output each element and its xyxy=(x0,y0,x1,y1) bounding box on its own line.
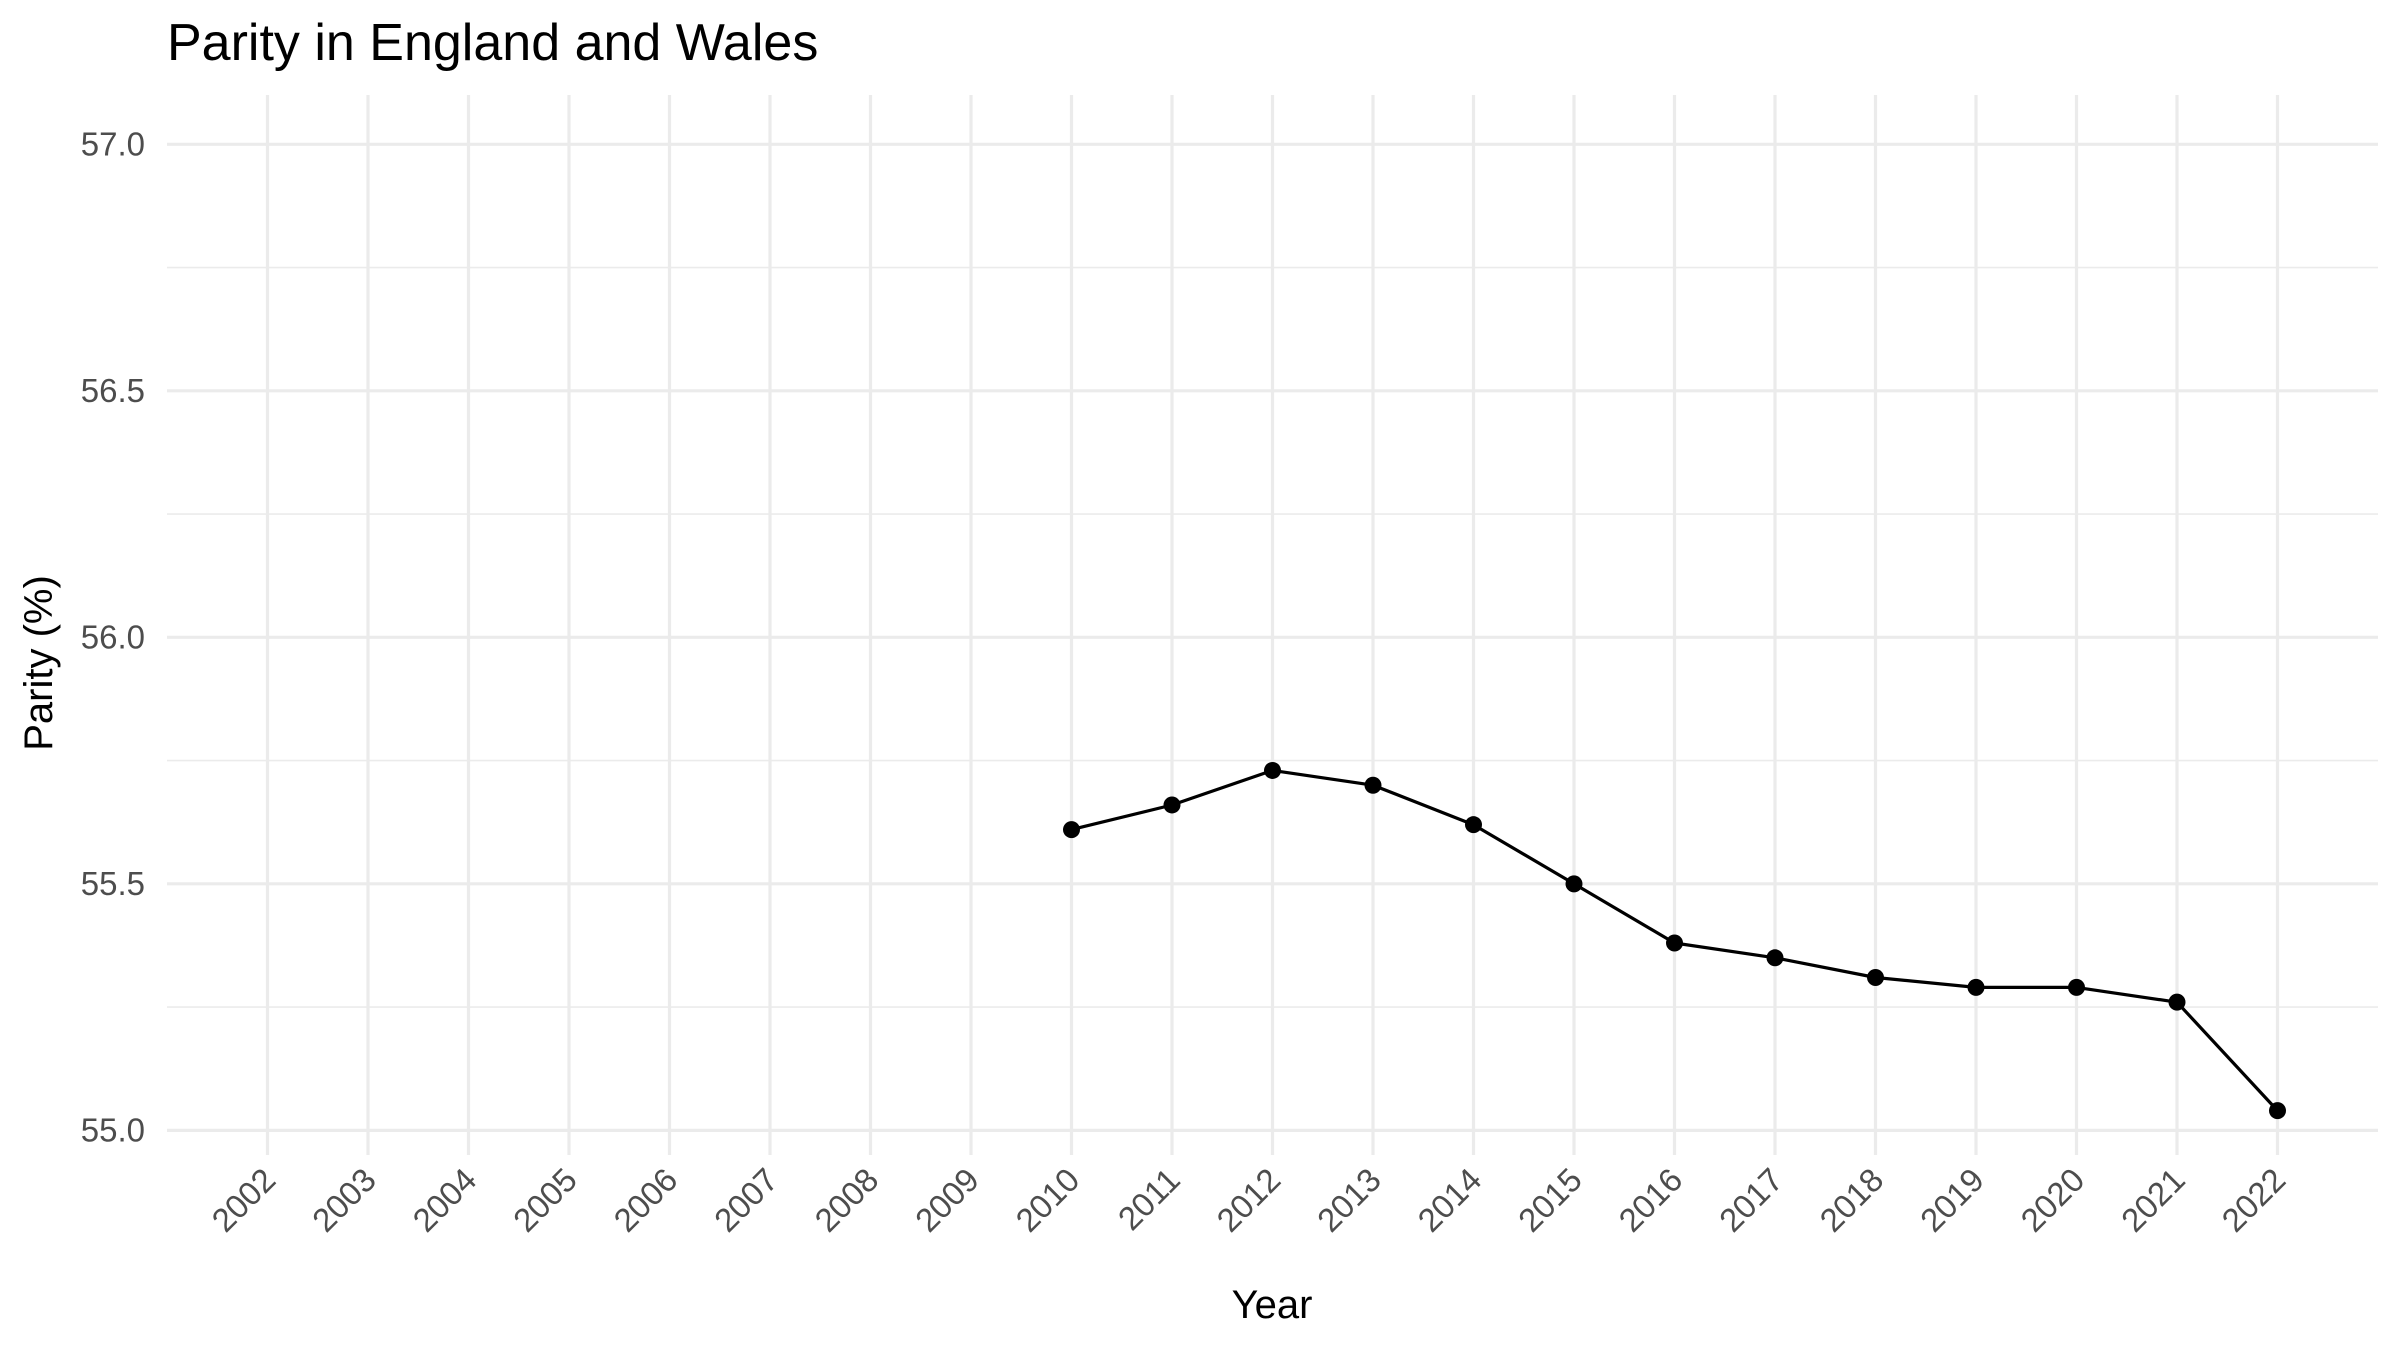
data-point xyxy=(1867,969,1884,987)
y-tick-label: 56.0 xyxy=(81,618,145,655)
x-tick-label: 2003 xyxy=(305,1161,383,1239)
x-tick-label: 2021 xyxy=(2114,1161,2192,1239)
x-tick-label: 2009 xyxy=(908,1161,986,1239)
x-tick-label: 2016 xyxy=(1611,1161,1689,1239)
data-point xyxy=(1264,761,1281,779)
y-tick-label: 56.5 xyxy=(81,372,145,409)
x-tick-label: 2007 xyxy=(707,1161,785,1239)
x-axis-tick-labels: 2002 2003 2004 2005 2006 2007 2008 2009 2010 2011… xyxy=(204,1161,2292,1239)
x-tick-label: 2011 xyxy=(1111,1161,1187,1237)
data-point xyxy=(2269,1102,2286,1120)
x-tick-label: 2002 xyxy=(204,1161,282,1239)
x-tick-label: 2008 xyxy=(807,1161,885,1239)
x-tick-label: 2015 xyxy=(1511,1161,1589,1239)
y-axis-title: Parity (%) xyxy=(17,575,61,751)
x-tick-label: 2005 xyxy=(506,1161,584,1239)
x-tick-label: 2019 xyxy=(1913,1161,1991,1239)
x-tick-label: 2012 xyxy=(1209,1161,1287,1239)
data-point xyxy=(1063,821,1080,839)
y-axis-tick-labels: 55.0 55.5 56.0 56.5 57.0 xyxy=(81,125,145,1148)
data-point xyxy=(1163,796,1181,814)
x-tick-label: 2014 xyxy=(1410,1161,1488,1239)
y-tick-label: 55.5 xyxy=(81,865,145,902)
data-point xyxy=(2168,993,2186,1011)
data-point xyxy=(1465,816,1482,834)
x-tick-label: 2006 xyxy=(606,1161,684,1239)
x-tick-label: 2020 xyxy=(2013,1161,2091,1239)
x-tick-label: 2022 xyxy=(2214,1161,2292,1239)
data-point xyxy=(1967,978,1985,996)
x-tick-label: 2018 xyxy=(1812,1161,1890,1239)
x-tick-label: 2004 xyxy=(405,1161,483,1239)
series xyxy=(1063,761,2286,1120)
x-tick-label: 2017 xyxy=(1712,1161,1790,1239)
y-tick-label: 55.0 xyxy=(81,1111,145,1148)
x-axis-title: Year xyxy=(1232,1283,1313,1327)
data-point xyxy=(1565,875,1583,893)
chart-title: Parity in England and Wales xyxy=(167,14,818,72)
data-point xyxy=(1364,776,1382,794)
data-point xyxy=(1766,949,1784,967)
grid xyxy=(167,95,2378,1155)
data-point xyxy=(1666,934,1683,952)
x-tick-label: 2010 xyxy=(1008,1161,1086,1239)
x-tick-label: 2013 xyxy=(1310,1161,1388,1239)
y-tick-label: 57.0 xyxy=(81,125,145,162)
data-point xyxy=(2068,978,2085,996)
